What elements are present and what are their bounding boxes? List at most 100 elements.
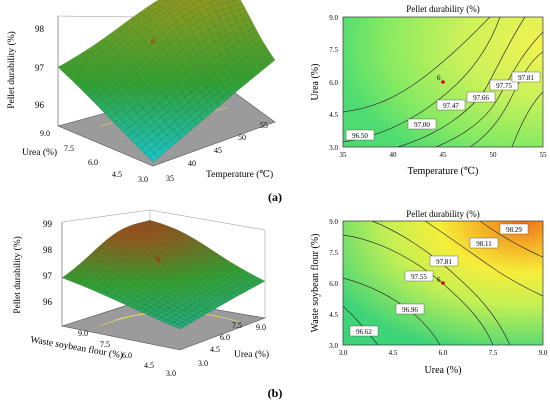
surface-facet [148, 153, 159, 163]
contour-label: 97.47 [443, 102, 459, 110]
surface-mesh-a [57, 0, 276, 163]
x-tick-label: 4.5 [112, 170, 122, 179]
contour-x-ticks-b: 3.0 4.5 6.0 7.5 9.0 [339, 349, 548, 357]
contour-line-98.11 [424, 220, 544, 297]
contour-label-box [436, 99, 466, 111]
contour-title-b: Pellet durability (%) [406, 209, 479, 219]
contour-plot-b: Pellet durability (%) 96.62 96.96 97.55 … [310, 209, 548, 376]
x-tick-label: 4.5 [389, 349, 398, 357]
x-axis-label-a: Urea (%) [22, 147, 57, 158]
x-tick-label: 50 [490, 151, 498, 159]
z-tick-label: 96 [35, 100, 45, 110]
contour-labels-b: 96.62 96.96 97.55 97.81 98.11 98.29 [349, 223, 529, 337]
y-axis-label-b: Urea (%) [234, 349, 269, 360]
y-tick-label: 9.0 [256, 323, 266, 332]
contour-line-96.50 [342, 16, 491, 113]
contour-line-97.81 [511, 91, 544, 148]
wall-edge-b3 [149, 209, 266, 231]
design-point-label-b: 6 [437, 276, 441, 284]
y-tick-label: 7.5 [329, 249, 338, 257]
contour-lines-b [342, 220, 544, 346]
surface-facet [174, 324, 185, 330]
contour-y-axis-label-b: Waste soybean flour (%) [310, 234, 321, 333]
contour-label: 96.50 [352, 132, 368, 140]
contour-label-box [429, 255, 459, 267]
x-tick-label: 9.0 [539, 349, 548, 357]
contour-label: 96.62 [356, 328, 372, 336]
contour-label-box [466, 91, 496, 103]
y-tick-label: 3.0 [329, 342, 338, 350]
z-tick-label: 97 [35, 63, 45, 73]
z-tick-label: 99 [43, 219, 53, 229]
contour-label-box [469, 237, 499, 249]
y-tick-label: 4.5 [329, 311, 338, 319]
x-tick-label: 7.5 [489, 349, 498, 357]
contour-label: 98.11 [476, 240, 492, 248]
contour-x-axis-label-b: Urea (%) [425, 365, 462, 376]
y-tick-label: 6.0 [329, 79, 338, 87]
surface-facet [178, 0, 184, 2]
y-tick-label: 55 [260, 121, 268, 130]
panel-label-b: (b) [268, 386, 283, 400]
contour-label-box [349, 325, 379, 337]
y-tick-label: 35 [166, 174, 174, 183]
y-tick-label: 6.0 [220, 333, 230, 342]
y-tick-label: 4.5 [329, 111, 338, 119]
x-tick-label: 4.5 [144, 361, 154, 370]
z-tick-label: 98 [35, 24, 45, 34]
contour-line-98.29 [479, 220, 544, 258]
contour-plot-a: Pellet durability (%) 96.50 97.00 97.47 … [310, 4, 547, 177]
contour-line-97.47 [397, 16, 526, 148]
y-tick-label: 4.5 [210, 345, 220, 354]
z-tick-label: 98 [43, 245, 53, 255]
contour-label: 96.96 [402, 306, 418, 314]
surface-mesh-b [61, 220, 266, 330]
x-tick-label: 7.5 [100, 340, 110, 349]
x-tick-label: 6.0 [439, 349, 448, 357]
contour-title-a: Pellet durability (%) [406, 4, 479, 14]
contour-label-box [395, 303, 425, 315]
x-tick-label: 40 [390, 151, 398, 159]
contour-label: 97.81 [436, 258, 452, 266]
x-tick-label: 35 [340, 151, 348, 159]
wall-edge-b [61, 209, 151, 223]
z-axis-label-a: Pellet durability (%) [6, 31, 17, 109]
contour-line-97.66 [435, 31, 544, 148]
z-tick-label: 96 [43, 297, 53, 307]
contour-labels-a: 96.50 97.00 97.47 97.66 97.75 97.81 [345, 71, 541, 141]
y-tick-label: 7.5 [329, 46, 338, 54]
z-axis-label-b: Pellet durability (%) [12, 236, 23, 314]
z-tick-label: 97 [43, 271, 53, 281]
x-tick-label: 9.0 [78, 329, 88, 338]
design-point-label-a: 6 [437, 74, 441, 82]
design-point-marker-a: 6 [151, 37, 155, 46]
contour-label-box [345, 129, 375, 141]
x-tick-label: 45 [440, 151, 448, 159]
contour-y-ticks-a: 3.0 4.5 6.0 7.5 9.0 [329, 14, 338, 152]
contour-lines-a [342, 16, 544, 148]
y-tick-label: 7.5 [232, 321, 242, 330]
x-tick-label: 7.5 [64, 144, 74, 153]
y-tick-label: 3.0 [198, 359, 208, 368]
y-axis-label-a: Temperature (℃) [206, 169, 273, 180]
y-tick-label: 50 [238, 133, 246, 142]
design-point-b [441, 281, 445, 285]
x-tick-label: 3.0 [166, 369, 176, 378]
contour-label: 98.29 [506, 226, 522, 234]
y-tick-label: 45 [214, 146, 222, 155]
contour-label-box [407, 118, 437, 130]
contour-label: 97.75 [496, 82, 512, 90]
contour-y-ticks-b: 3.0 4.5 6.0 7.5 9.0 [329, 218, 338, 350]
y-tick-label: 9.0 [329, 14, 338, 22]
y-tick-label: 6.0 [329, 280, 338, 288]
contour-line-97.75 [469, 51, 544, 148]
y-tick-label: 9.0 [329, 218, 338, 226]
contour-y-axis-label-a: Urea (%) [310, 64, 321, 101]
contour-line-97.00 [342, 16, 501, 143]
contour-x-axis-label-a: Temperature (℃) [408, 166, 479, 177]
design-point-marker-b: 6 [156, 255, 160, 264]
design-point-a [441, 80, 445, 84]
x-tick-label: 6.0 [88, 158, 98, 167]
surface-plot-b: 99 98 97 96 Pellet durability (%) 9.0 7.… [12, 209, 269, 378]
